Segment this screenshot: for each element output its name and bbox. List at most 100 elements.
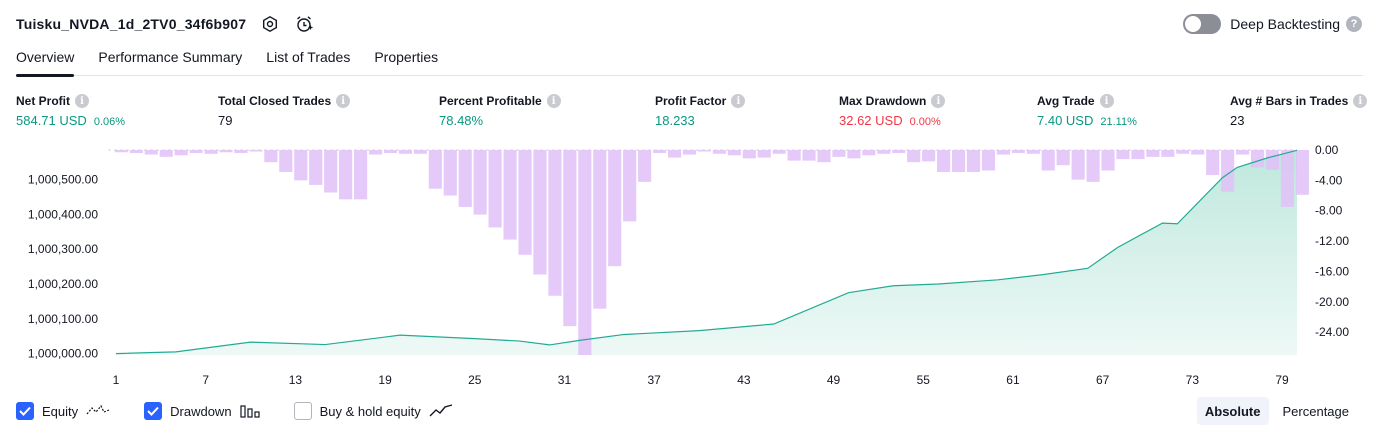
- drawdown-bar: [205, 150, 218, 154]
- drawdown-bar: [683, 150, 696, 155]
- drawdown-bar: [1266, 150, 1279, 170]
- gear-icon[interactable]: [260, 14, 280, 34]
- drawdown-bar: [1101, 150, 1114, 171]
- buyhold-label: Buy & hold equity: [320, 404, 421, 419]
- drawdown-bar: [219, 150, 232, 152]
- legend-equity[interactable]: Equity: [16, 402, 110, 420]
- buyhold-line-icon: [429, 404, 453, 418]
- drawdown-bar: [638, 150, 651, 182]
- info-icon[interactable]: i: [931, 94, 945, 108]
- equity-label: Equity: [42, 404, 78, 419]
- metric-label: Profit Factor: [655, 94, 726, 108]
- x-axis-tick-label: 73: [1186, 373, 1200, 387]
- drawdown-label: Drawdown: [170, 404, 231, 419]
- equity-drawdown-chart[interactable]: 1,000,000.00 1,000,100.00 1,000,200.00 1,00…: [0, 140, 1379, 390]
- metric-net-profit: Net Profit i 584.71 USD 0.06%: [16, 93, 125, 128]
- drawdown-bar: [1116, 150, 1129, 159]
- legend-drawdown[interactable]: Drawdown: [144, 402, 259, 420]
- drawdown-bar: [937, 150, 950, 172]
- tab-list-of-trades[interactable]: List of Trades: [266, 44, 350, 75]
- x-axis-tick-label: 7: [202, 373, 209, 387]
- x-axis-tick-label: 79: [1275, 373, 1289, 387]
- metric-value: 79: [218, 113, 232, 128]
- drawdown-bar: [1191, 150, 1204, 155]
- x-axis-tick-label: 55: [917, 373, 931, 387]
- equity-line-icon: [86, 404, 110, 418]
- right-axis-tick-label: 0.00: [1315, 143, 1339, 157]
- x-axis-tick-label: 37: [647, 373, 661, 387]
- absolute-button[interactable]: Absolute: [1197, 397, 1269, 425]
- drawdown-bar: [294, 150, 307, 180]
- drawdown-bar: [698, 150, 711, 152]
- alarm-clock-icon[interactable]: [294, 14, 314, 34]
- header: Tuisku_NVDA_1d_2TV0_34f6b907: [16, 12, 314, 36]
- drawdown-bar: [563, 150, 576, 326]
- metric-label: Avg # Bars in Trades: [1230, 94, 1348, 108]
- x-axis-tick-label: 1: [113, 373, 120, 387]
- deep-backtesting-label: Deep Backtesting: [1230, 16, 1340, 32]
- drawdown-bar: [877, 150, 890, 154]
- right-axis-tick-label: -20.00: [1315, 295, 1349, 309]
- legend-buyhold[interactable]: Buy & hold equity: [294, 402, 453, 420]
- drawdown-bar: [324, 150, 337, 193]
- drawdown-bar: [1072, 150, 1085, 180]
- x-axis-tick-label: 49: [827, 373, 841, 387]
- drawdown-bar: [1236, 150, 1249, 155]
- info-icon[interactable]: i: [1353, 94, 1367, 108]
- tab-bar: Overview Performance Summary List of Tra…: [16, 44, 1363, 76]
- x-axis-tick-label: 67: [1096, 373, 1110, 387]
- drawdown-checkbox[interactable]: [144, 402, 162, 420]
- drawdown-bar: [593, 150, 606, 309]
- deep-backtesting-toggle[interactable]: [1183, 14, 1221, 34]
- drawdown-bar: [713, 150, 726, 154]
- drawdown-bar: [982, 150, 995, 171]
- left-axis-tick-label: 1,000,000.00: [28, 347, 98, 361]
- drawdown-bar: [862, 150, 875, 155]
- x-axis-tick-label: 25: [468, 373, 482, 387]
- tab-overview[interactable]: Overview: [16, 44, 74, 75]
- x-axis-tick-label: 61: [1006, 373, 1020, 387]
- drawdown-bar: [1012, 150, 1025, 153]
- info-icon[interactable]: i: [1100, 94, 1114, 108]
- drawdown-bar: [130, 150, 143, 153]
- drawdown-bar: [234, 150, 247, 153]
- drawdown-bar: [758, 150, 771, 158]
- deep-backtesting: Deep Backtesting ?: [1183, 12, 1362, 36]
- drawdown-bar: [548, 150, 561, 296]
- buyhold-checkbox[interactable]: [294, 402, 312, 420]
- drawdown-bar: [1146, 150, 1159, 157]
- drawdown-bar: [997, 150, 1010, 155]
- metric-value: 7.40 USD: [1037, 113, 1093, 128]
- drawdown-bar: [773, 150, 786, 154]
- drawdown-bar: [1161, 150, 1174, 157]
- equity-checkbox[interactable]: [16, 402, 34, 420]
- metric-sub: 0.00%: [910, 116, 941, 128]
- info-icon[interactable]: i: [731, 94, 745, 108]
- info-icon[interactable]: i: [336, 94, 350, 108]
- drawdown-bars-icon: [240, 404, 260, 418]
- left-axis-tick-label: 1,000,100.00: [28, 312, 98, 326]
- drawdown-bar: [145, 150, 158, 155]
- drawdown-bar: [817, 150, 830, 162]
- tab-properties[interactable]: Properties: [374, 44, 438, 75]
- drawdown-bar: [115, 150, 128, 152]
- help-icon[interactable]: ?: [1346, 16, 1362, 32]
- drawdown-bar: [533, 150, 546, 275]
- x-axis-tick-label: 31: [558, 373, 572, 387]
- tab-performance-summary[interactable]: Performance Summary: [98, 44, 242, 75]
- metric-label: Percent Profitable: [439, 94, 542, 108]
- right-axis-tick-label: -4.00: [1315, 173, 1343, 187]
- drawdown-bar: [399, 150, 412, 154]
- drawdown-bar: [1087, 150, 1100, 182]
- info-icon[interactable]: i: [547, 94, 561, 108]
- left-axis-tick-label: 1,000,400.00: [28, 207, 98, 221]
- chart-legend: Equity Drawdown Buy & hold equity: [16, 400, 487, 422]
- drawdown-bar: [429, 150, 442, 189]
- drawdown-bar: [1027, 150, 1040, 154]
- metric-profit-factor: Profit Factor i 18.233: [655, 93, 745, 128]
- drawdown-bar: [1042, 150, 1055, 171]
- right-axis-tick-label: -8.00: [1315, 204, 1343, 218]
- percentage-button[interactable]: Percentage: [1275, 397, 1358, 425]
- info-icon[interactable]: i: [75, 94, 89, 108]
- equity-area: [116, 150, 1297, 355]
